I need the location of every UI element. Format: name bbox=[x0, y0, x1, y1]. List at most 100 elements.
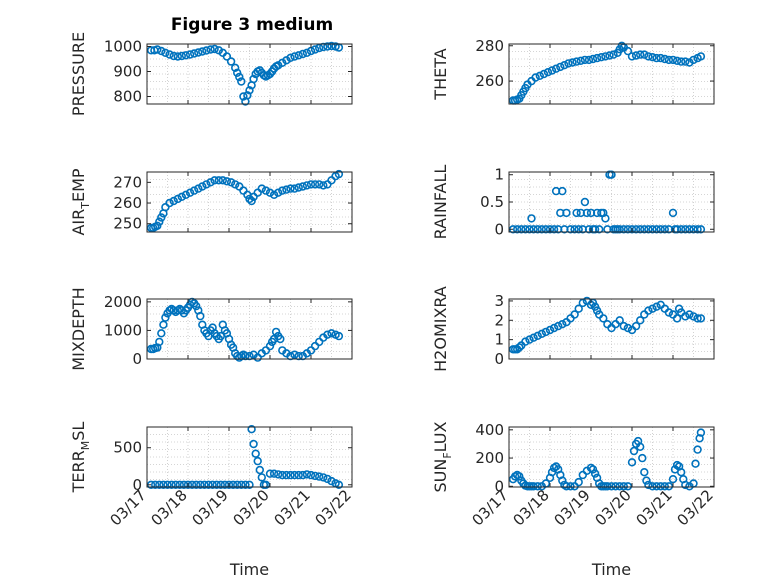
data-point bbox=[294, 51, 303, 60]
data-point bbox=[274, 188, 283, 197]
data-point bbox=[216, 480, 226, 489]
data-point bbox=[245, 480, 254, 489]
y-axis-label-main: THETA bbox=[431, 48, 450, 100]
data-point bbox=[161, 313, 170, 322]
y-axis-label-tail: SL bbox=[69, 422, 88, 441]
data-point bbox=[588, 465, 598, 474]
data-point bbox=[298, 470, 307, 480]
data-point bbox=[323, 330, 332, 339]
y-tick-label: 400 bbox=[475, 421, 504, 439]
data-point bbox=[533, 225, 542, 234]
data-point bbox=[590, 469, 600, 478]
data-point bbox=[278, 186, 287, 195]
data-point bbox=[672, 56, 682, 65]
data-point bbox=[302, 48, 312, 57]
data-points bbox=[508, 170, 706, 234]
data-point bbox=[327, 41, 336, 51]
data-point bbox=[568, 58, 577, 67]
data-point bbox=[635, 316, 645, 325]
data-point bbox=[635, 442, 645, 451]
y-axis-label: SUNFLUX bbox=[431, 421, 454, 492]
data-point bbox=[177, 51, 187, 61]
data-point bbox=[681, 480, 690, 490]
data-point bbox=[672, 225, 682, 234]
y-tick-label: 1000 bbox=[104, 38, 142, 56]
data-point bbox=[310, 180, 320, 189]
data-points bbox=[146, 169, 344, 233]
data-point bbox=[257, 184, 266, 193]
data-point bbox=[231, 180, 240, 189]
y-tick-label: 0 bbox=[132, 476, 142, 494]
data-point bbox=[241, 480, 250, 489]
data-point bbox=[601, 214, 610, 223]
data-point bbox=[566, 482, 575, 491]
grid-lines bbox=[147, 299, 352, 359]
data-point bbox=[689, 312, 698, 321]
axes-box bbox=[146, 298, 353, 360]
data-point bbox=[515, 472, 524, 481]
y-tick-label: 0 bbox=[494, 477, 504, 495]
data-point bbox=[220, 480, 230, 489]
data-point bbox=[535, 71, 544, 81]
data-point bbox=[157, 46, 166, 56]
y-tick-label: 1 bbox=[494, 331, 504, 349]
data-point bbox=[642, 476, 651, 485]
data-point bbox=[323, 42, 332, 51]
grid-lines bbox=[509, 427, 714, 487]
y-tick-label: 800 bbox=[113, 88, 142, 106]
data-point bbox=[310, 45, 320, 54]
data-point bbox=[676, 225, 686, 234]
data-point bbox=[271, 327, 281, 337]
data-point bbox=[566, 225, 575, 234]
data-points bbox=[146, 425, 344, 489]
axes-box bbox=[146, 426, 353, 488]
data-point bbox=[615, 316, 624, 325]
data-point bbox=[648, 52, 657, 62]
data-point bbox=[210, 44, 219, 54]
data-point bbox=[334, 331, 344, 341]
y-axis-label-main: MIXDEPTH bbox=[69, 287, 88, 370]
y-axis-label-main: SUN bbox=[431, 459, 450, 493]
data-point bbox=[218, 176, 228, 185]
data-point bbox=[319, 473, 328, 482]
data-point bbox=[249, 74, 258, 84]
data-point bbox=[615, 225, 624, 234]
data-point bbox=[251, 449, 260, 458]
data-point bbox=[539, 69, 549, 79]
data-point bbox=[656, 225, 665, 234]
data-point bbox=[179, 480, 189, 489]
subplot-6: 32 10 H2OMIXRA bbox=[431, 286, 715, 372]
subplot-5: 2000 1000 0 MIXDEPTH bbox=[69, 287, 353, 371]
data-point bbox=[290, 184, 299, 193]
data-point bbox=[668, 475, 678, 484]
data-point bbox=[261, 480, 271, 489]
data-point bbox=[562, 208, 571, 218]
y-tick-label: 250 bbox=[113, 215, 142, 233]
data-point bbox=[529, 225, 538, 234]
data-point bbox=[648, 225, 657, 234]
data-point bbox=[648, 482, 657, 491]
data-point bbox=[159, 480, 168, 489]
data-point bbox=[623, 323, 633, 333]
data-point bbox=[664, 308, 674, 317]
data-point bbox=[515, 343, 524, 352]
axes-box bbox=[146, 171, 353, 233]
y-tick-label: 900 bbox=[113, 63, 142, 81]
data-point bbox=[157, 213, 166, 222]
data-point bbox=[644, 52, 653, 61]
data-point bbox=[627, 225, 637, 234]
data-point bbox=[151, 480, 160, 489]
data-point bbox=[603, 482, 612, 491]
data-point bbox=[582, 208, 592, 218]
data-point bbox=[196, 480, 205, 489]
data-point bbox=[681, 225, 690, 234]
data-point bbox=[695, 434, 704, 443]
data-point bbox=[648, 304, 657, 313]
data-point bbox=[334, 169, 344, 179]
data-point bbox=[676, 57, 686, 66]
data-point bbox=[269, 469, 279, 478]
axes-box bbox=[508, 298, 715, 360]
data-point bbox=[681, 312, 690, 321]
data-point bbox=[545, 225, 555, 234]
